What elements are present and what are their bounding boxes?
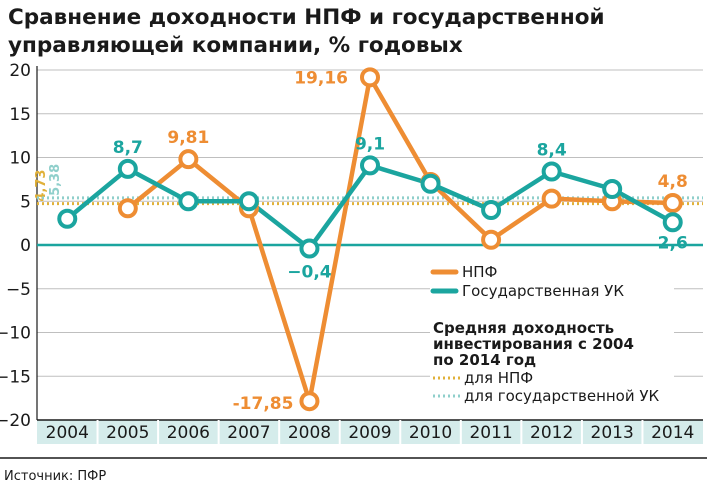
x-tick-label: 2012 [530, 423, 573, 443]
y-tick-label: 20 [9, 61, 31, 81]
point-npf-2011 [481, 229, 502, 250]
data-label: 9,1 [355, 134, 385, 154]
x-tick-label: 2011 [469, 423, 512, 443]
point-guk-2009 [360, 155, 380, 176]
data-label: −0,4 [287, 263, 332, 283]
y-tick-label: 0 [20, 236, 31, 256]
data-labels: 9,81 -17,85 19,16 4,8 8,7 −0,4 9,1 8,4 2,6 [113, 68, 688, 414]
point-guk-2008 [299, 238, 320, 259]
point-guk-2014 [662, 212, 683, 233]
chart-title-line1: Сравнение доходности НПФ и государственн… [8, 5, 605, 30]
point-guk-2012 [541, 161, 562, 182]
average-label: 4,73 [34, 170, 49, 202]
x-tick-label: 2013 [591, 423, 634, 443]
x-tick-label: 2005 [106, 423, 149, 443]
data-label: 4,8 [658, 172, 688, 192]
data-label: 19,16 [294, 68, 348, 88]
x-tick-label: 2006 [167, 423, 210, 443]
grid [36, 66, 703, 420]
y-tick-label: −10 [0, 324, 31, 344]
legend-avg-heading-2: инвестирования с 2004 [433, 335, 634, 353]
x-tick-label: 2009 [348, 423, 391, 443]
series [57, 67, 683, 412]
point-npf-2005 [117, 198, 138, 219]
series-line-npf [126, 75, 673, 404]
point-npf-2008 [299, 391, 320, 412]
x-tick-label: 2007 [227, 423, 270, 443]
legend-guk-label: Государственная УК [462, 282, 624, 300]
point-npf-2012 [541, 188, 562, 209]
x-tick-label: 2008 [288, 423, 331, 443]
chart-title-line2: управляющей компании, % годовых [8, 33, 463, 58]
point-guk-2005 [117, 158, 138, 179]
y-tick-label: 10 [9, 149, 31, 169]
y-tick-label: −5 [6, 280, 31, 300]
point-guk-2011 [481, 200, 502, 220]
point-guk-2007 [238, 191, 259, 212]
y-tick-label: −15 [0, 367, 31, 387]
data-label: 8,4 [537, 141, 567, 161]
point-guk-2004 [57, 208, 78, 229]
legend-npf-label: НПФ [462, 263, 498, 281]
x-axis-band [37, 420, 703, 444]
source-note: Источник: ПФР [4, 469, 106, 484]
y-tick-label: 15 [9, 105, 31, 125]
x-tick-label: 2014 [651, 423, 694, 443]
legend-avg-heading-3: по 2014 год [433, 351, 536, 369]
point-npf-2014 [662, 193, 683, 213]
legend-avg-guk-label: для государственной УК [464, 387, 660, 405]
legend-avg-heading-1: Средняя доходность [433, 319, 614, 337]
x-tick-label: 2004 [46, 423, 89, 443]
legend-avg-npf-label: для НПФ [464, 369, 533, 387]
y-tick-label: 5 [20, 192, 31, 212]
series-line-guk [65, 163, 674, 251]
data-label: 8,7 [113, 138, 143, 158]
point-guk-2010 [420, 173, 441, 194]
average-label: 5,38 [48, 164, 63, 196]
data-label: 2,6 [658, 233, 688, 253]
y-tick-label: −20 [0, 411, 31, 431]
legend: НПФ Государственная УК Средняя доходност… [430, 252, 674, 412]
data-label: -17,85 [233, 394, 294, 414]
data-label: 9,81 [167, 128, 209, 148]
point-npf-2009 [360, 67, 380, 88]
point-npf-2006 [178, 149, 199, 170]
average-lines: 4,73 5,38 [34, 164, 703, 206]
x-axis: 2004 2005 2006 2007 2008 2009 2010 2011 2012 2013… [37, 419, 703, 444]
y-axis: 20 15 10 5 0 −5 −10 −15 −20 [0, 61, 31, 431]
x-tick-label: 2010 [409, 423, 452, 443]
legend-background [430, 252, 674, 412]
point-guk-2013 [602, 179, 623, 199]
point-guk-2006 [178, 191, 199, 212]
